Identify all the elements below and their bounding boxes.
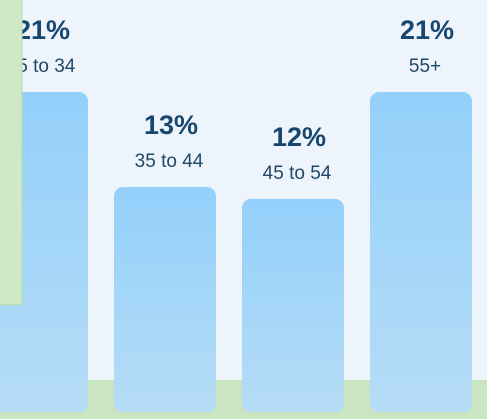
value-label: 21% <box>16 15 70 45</box>
category-label: 55+ <box>409 56 441 77</box>
bar <box>242 198 344 412</box>
bar <box>370 92 472 413</box>
value-label: 13% <box>144 110 198 140</box>
category-label: 25 to 34 <box>7 56 76 77</box>
category-label: 45 to 54 <box>263 163 332 184</box>
value-label: 21% <box>400 15 454 45</box>
bar <box>114 187 216 412</box>
category-label: 35 to 44 <box>135 151 204 172</box>
value-label: 12% <box>272 122 326 152</box>
side-panel <box>0 0 23 306</box>
